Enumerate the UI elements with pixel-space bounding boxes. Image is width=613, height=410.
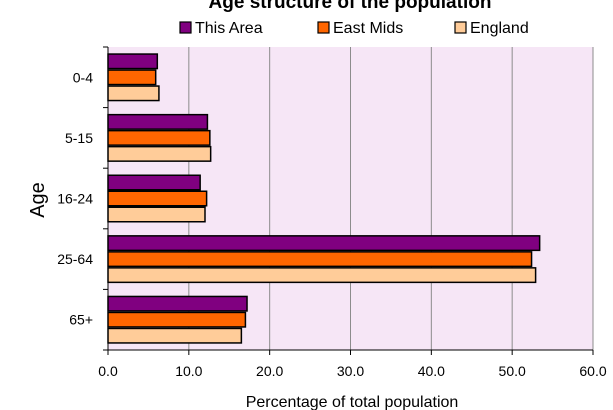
bar bbox=[107, 85, 160, 102]
chart-legend: This Area East Mids England bbox=[179, 20, 529, 37]
legend-label: East Mids bbox=[333, 20, 403, 37]
bar bbox=[107, 113, 209, 130]
x-tick-label: 0.0 bbox=[98, 363, 118, 379]
bar bbox=[107, 174, 201, 191]
legend-label: This Area bbox=[195, 20, 263, 37]
x-tick-label: 30.0 bbox=[337, 363, 364, 379]
x-tick-label: 10.0 bbox=[175, 363, 202, 379]
x-tick-label: 60.0 bbox=[579, 363, 606, 379]
bar bbox=[107, 235, 541, 252]
y-tick-label: 16-24 bbox=[57, 191, 93, 207]
bar bbox=[107, 206, 206, 223]
bar bbox=[107, 267, 537, 284]
bar bbox=[107, 129, 211, 146]
bar bbox=[107, 145, 212, 162]
bar bbox=[107, 69, 157, 86]
x-tick-labels: 0.0 10.0 20.0 30.0 40.0 50.0 60.0 bbox=[98, 363, 607, 379]
y-tick-label: 25-64 bbox=[57, 251, 93, 267]
legend-swatch bbox=[454, 21, 467, 34]
legend-label: England bbox=[470, 20, 529, 37]
legend-swatch bbox=[179, 21, 192, 34]
x-tick-label: 20.0 bbox=[256, 363, 283, 379]
bar bbox=[107, 295, 248, 312]
bar bbox=[107, 311, 247, 328]
x-tick-label: 40.0 bbox=[418, 363, 445, 379]
bar bbox=[107, 53, 159, 70]
legend-swatch bbox=[317, 21, 330, 34]
y-tick-label: 65+ bbox=[69, 312, 93, 328]
x-tick-label: 50.0 bbox=[499, 363, 526, 379]
y-tick-label: 5-15 bbox=[65, 130, 93, 146]
axes bbox=[103, 46, 594, 355]
x-axis-label: Percentage of total population bbox=[246, 394, 459, 410]
y-axis-label: Age bbox=[27, 182, 49, 218]
y-tick-label: 0-4 bbox=[73, 69, 93, 85]
bar bbox=[107, 190, 208, 207]
bar bbox=[107, 327, 243, 344]
chart-title: Age structure of the population bbox=[209, 0, 492, 13]
gridlines bbox=[188, 47, 594, 350]
bar bbox=[107, 251, 533, 268]
y-tick-labels: 0-4 5-15 16-24 25-64 65+ bbox=[57, 69, 93, 327]
